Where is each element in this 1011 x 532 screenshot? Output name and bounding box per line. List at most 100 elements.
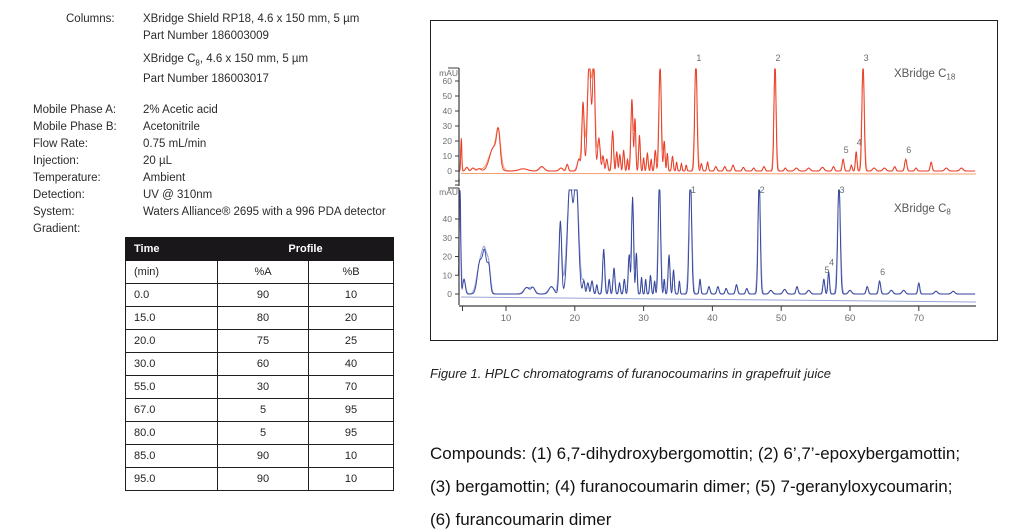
- column-name-label-c8: XBridge C8: [894, 203, 951, 217]
- y-tick-label: 50: [443, 91, 453, 101]
- method-row-columns: Columns: XBridge Shield RP18, 4.6 x 150 …: [33, 11, 431, 88]
- cell-b: 70: [308, 375, 394, 399]
- method-row: Mobile Phase B: Acetonitrile: [33, 119, 431, 136]
- cell-b: 95: [308, 421, 394, 445]
- method-label: System:: [33, 206, 75, 219]
- method-value: Waters Alliance® 2695 with a 996 PDA det…: [143, 206, 386, 219]
- method-row: Injection: 20 µL: [33, 153, 431, 170]
- column-1-part-number: Part Number 186003009: [143, 30, 269, 42]
- cell-a: 5: [217, 398, 309, 422]
- cell-a: 90: [217, 467, 309, 491]
- peak-label-c18-1: 1: [696, 53, 701, 63]
- compounds-line: (6) furancoumarin dimer: [430, 510, 612, 529]
- cell-time: 20.0: [125, 329, 218, 353]
- cell-time: 67.0: [125, 398, 218, 422]
- cell-time: 95.0: [125, 467, 218, 491]
- method-row: Flow Rate: 0.75 mL/min: [33, 136, 431, 153]
- cell-time: 30.0: [125, 352, 218, 376]
- y-tick-label: 30: [443, 233, 453, 243]
- cell-time: 80.0: [125, 421, 218, 445]
- y-tick-label: 20: [443, 252, 453, 262]
- y-axis-title: mAU: [439, 187, 458, 197]
- peak-label-c8-5: 5: [824, 265, 829, 275]
- cell-b: 25: [308, 329, 394, 353]
- column-name-label-c18: XBridge C18: [894, 68, 956, 82]
- method-value: UV @ 310nm: [143, 189, 213, 202]
- header-cell-time: Time: [125, 237, 218, 261]
- peak-label-c18-5: 5: [844, 145, 849, 155]
- method-label: Columns:: [66, 13, 115, 25]
- method-label: Mobile Phase B:: [33, 121, 117, 134]
- subheader-cell-min: (min): [125, 260, 218, 284]
- method-value: Ambient: [143, 172, 186, 185]
- column-1-name: XBridge Shield RP18, 4.6 x 150 mm, 5 µm: [143, 13, 360, 25]
- cell-b: 95: [308, 398, 394, 422]
- table-row: 67.0 5 95: [125, 398, 394, 422]
- cell-time: 55.0: [125, 375, 218, 399]
- y-tick-label: 10: [443, 151, 453, 161]
- cell-time: 85.0: [125, 444, 218, 468]
- method-row: Detection: UV @ 310nm: [33, 187, 431, 204]
- method-value: Acetonitrile: [143, 121, 200, 134]
- y-tick-label: 20: [443, 136, 453, 146]
- method-value: 2% Acetic acid: [143, 104, 218, 117]
- cell-b: 10: [308, 444, 394, 468]
- y-axis-title: mAU: [439, 68, 458, 78]
- method-value: 0.75 mL/min: [143, 138, 207, 151]
- peak-label-c18-3: 3: [864, 53, 869, 63]
- cell-b: 10: [308, 283, 394, 307]
- method-rows: Mobile Phase A: 2% Acetic acid Mobile Pha…: [33, 102, 431, 238]
- table-row: 30.0 60 40: [125, 352, 394, 376]
- table-row: 80.0 5 95: [125, 421, 394, 445]
- method-label: Temperature:: [33, 172, 101, 185]
- method-row-gradient: Gradient:: [33, 221, 431, 238]
- x-tick-label: 50: [776, 313, 787, 324]
- table-row: 0.0 90 10: [125, 283, 394, 307]
- cell-b: 20: [308, 306, 394, 330]
- peak-label-c8-1: 1: [691, 185, 696, 195]
- gradient-table: Time Profile (min) %A %B 0.0 90 10 15.0 80 2…: [125, 237, 394, 491]
- peak-label-c8-3: 3: [839, 185, 844, 195]
- subheader-cell-b: %B: [308, 260, 394, 284]
- method-row: System: Waters Alliance® 2695 with a 996 …: [33, 204, 431, 221]
- y-tick-label: 0: [447, 289, 452, 299]
- cell-a: 30: [217, 375, 309, 399]
- cell-a: 90: [217, 444, 309, 468]
- cell-b: 10: [308, 467, 394, 491]
- y-tick-label: 60: [443, 76, 453, 86]
- cell-a: 90: [217, 283, 309, 307]
- y-tick-label: 30: [443, 121, 453, 131]
- cell-a: 5: [217, 421, 309, 445]
- column-2-part-number: Part Number 186003017: [143, 73, 269, 86]
- table-row: 15.0 80 20: [125, 306, 394, 330]
- gradient-table-header-row: Time Profile: [125, 237, 394, 261]
- compounds-line: Compounds: (1) 6,7-dihydroxybergomottin;…: [430, 444, 961, 463]
- trace-c18: [458, 68, 976, 172]
- peak-label-c18-6: 6: [906, 145, 911, 155]
- method-label: Detection:: [33, 189, 85, 202]
- peak-label-c18-2: 2: [776, 53, 781, 63]
- peak-label-c8-6: 6: [880, 267, 885, 277]
- cell-b: 40: [308, 352, 394, 376]
- blank-baseline-c8: [460, 296, 977, 303]
- y-tick-label: 10: [443, 270, 453, 280]
- gradient-table-subheader-row: (min) %A %B: [125, 260, 394, 284]
- peak-label-c18-4: 4: [857, 138, 862, 148]
- compounds-line: (3) bergamottin; (4) furanocoumarin dime…: [430, 477, 953, 496]
- method-label: Flow Rate:: [33, 138, 88, 151]
- trace-c8: [458, 189, 976, 295]
- cell-a: 75: [217, 329, 309, 353]
- method-row: Mobile Phase A: 2% Acetic acid: [33, 102, 431, 119]
- peak-label-c8-2: 2: [760, 185, 765, 195]
- table-row: 55.0 30 70: [125, 375, 394, 399]
- subheader-cell-a: %A: [217, 260, 309, 284]
- y-tick-label: 40: [443, 214, 453, 224]
- method-label: Injection:: [33, 155, 80, 168]
- y-tick-label: 40: [443, 106, 453, 116]
- method-label: Mobile Phase A:: [33, 104, 117, 117]
- y-tick-label: 0: [447, 166, 452, 176]
- x-tick-label: 60: [845, 313, 856, 324]
- trace-light-c18: [458, 68, 976, 172]
